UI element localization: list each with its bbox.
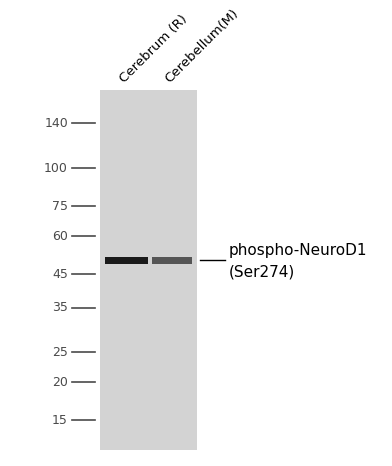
Text: Cerebrum (R): Cerebrum (R)	[117, 12, 190, 85]
Text: 60: 60	[52, 230, 68, 242]
Bar	[152, 257, 192, 264]
Text: 25: 25	[52, 346, 68, 359]
Text: 75: 75	[52, 200, 68, 213]
Bar	[105, 257, 148, 264]
Text: 15: 15	[52, 414, 68, 427]
Text: 140: 140	[44, 117, 68, 130]
Text: 20: 20	[52, 376, 68, 389]
Text: Cerebellum(M): Cerebellum(M)	[163, 7, 241, 85]
Text: 100: 100	[44, 162, 68, 175]
Text: 45: 45	[52, 268, 68, 281]
Bar	[100, 90, 197, 450]
Text: (Ser274): (Ser274)	[229, 265, 295, 280]
Text: phospho-NeuroD1: phospho-NeuroD1	[229, 243, 367, 258]
Text: 35: 35	[52, 301, 68, 314]
